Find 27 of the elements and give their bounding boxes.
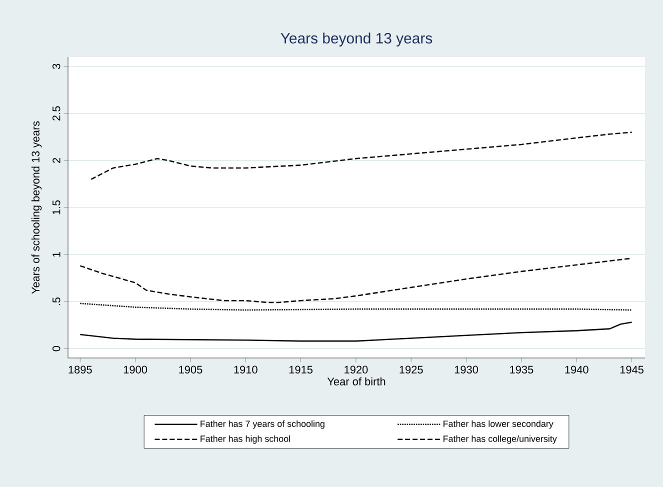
- y-tick-label: 2: [52, 158, 60, 163]
- y-axis-title: Years of schooling beyond 13 years: [31, 121, 42, 294]
- y-tick-label: .5: [52, 297, 60, 306]
- legend-label: Father has 7 years of schooling: [200, 420, 324, 429]
- x-axis-title: Year of birth: [327, 377, 386, 386]
- x-tick-label: 1905: [179, 366, 202, 374]
- legend-label: Father has college/university: [444, 435, 557, 444]
- y-tick-label: 0: [52, 346, 60, 352]
- y-tick-label: 3: [52, 64, 60, 70]
- x-tick-label: 1935: [510, 366, 534, 374]
- y-tick-label: 1.5: [52, 200, 60, 214]
- x-tick-label: 1945: [620, 366, 644, 374]
- x-tick-label: 1920: [344, 366, 368, 374]
- legend-label: Father has lower secondary: [444, 420, 554, 429]
- line-series: [79, 258, 632, 304]
- x-tick-label: 1910: [234, 366, 258, 374]
- x-tick-label: 1940: [565, 366, 588, 374]
- x-tick-label: 1895: [68, 366, 92, 374]
- legend-label: Father has high school: [200, 435, 290, 444]
- x-tick-label: 1915: [289, 366, 313, 374]
- x-tick-label: 1925: [400, 366, 423, 374]
- line-series: [79, 322, 632, 342]
- x-tick-label: 1900: [124, 366, 148, 374]
- x-tick-label: 1930: [454, 366, 478, 374]
- y-tick-label: 2.5: [52, 106, 60, 120]
- y-tick-label: 1: [52, 252, 60, 257]
- chart-title: Years beyond 13 years: [280, 32, 432, 46]
